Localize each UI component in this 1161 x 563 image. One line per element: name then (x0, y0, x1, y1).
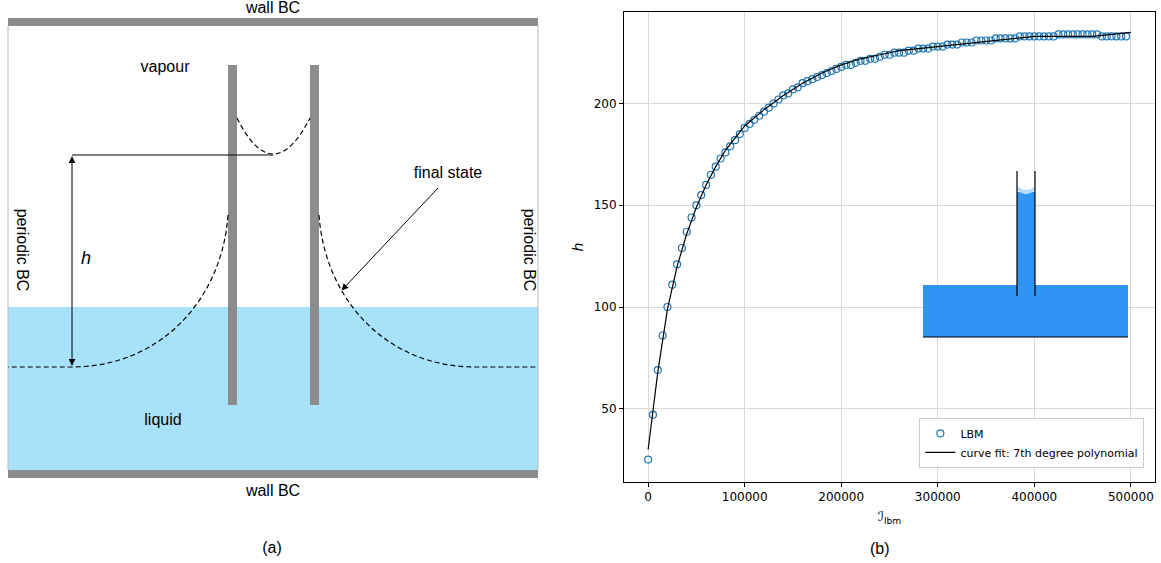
svg-text:50: 50 (601, 402, 616, 416)
svg-text:150: 150 (594, 198, 617, 212)
svg-text:wall BC: wall BC (245, 482, 300, 499)
svg-text:(b): (b) (870, 540, 890, 557)
svg-text:400000: 400000 (1011, 490, 1057, 504)
svg-text:periodic BC: periodic BC (14, 209, 31, 292)
svg-text:liquid: liquid (144, 411, 181, 428)
svg-text:100: 100 (594, 300, 617, 314)
svg-text:ℐ​lbm​: ℐ​lbm​ (878, 509, 901, 526)
svg-text:LBM: LBM (960, 428, 983, 441)
svg-text:200: 200 (594, 97, 617, 111)
svg-text:h: h (570, 243, 586, 252)
svg-text:300000: 300000 (915, 490, 961, 504)
svg-text:final state: final state (414, 164, 483, 181)
svg-text:500000: 500000 (1108, 490, 1154, 504)
svg-text:wall BC: wall BC (245, 0, 300, 16)
svg-text:0: 0 (644, 490, 652, 504)
svg-text:vapour: vapour (141, 58, 191, 75)
svg-text:periodic BC: periodic BC (521, 209, 538, 292)
svg-text:(a): (a) (262, 539, 282, 556)
svg-text:200000: 200000 (818, 490, 864, 504)
svg-text:h: h (81, 248, 91, 268)
svg-text:curve fit: 7th degree polynomi: curve fit: 7th degree polynomial (960, 447, 1137, 460)
svg-text:100000: 100000 (722, 490, 768, 504)
